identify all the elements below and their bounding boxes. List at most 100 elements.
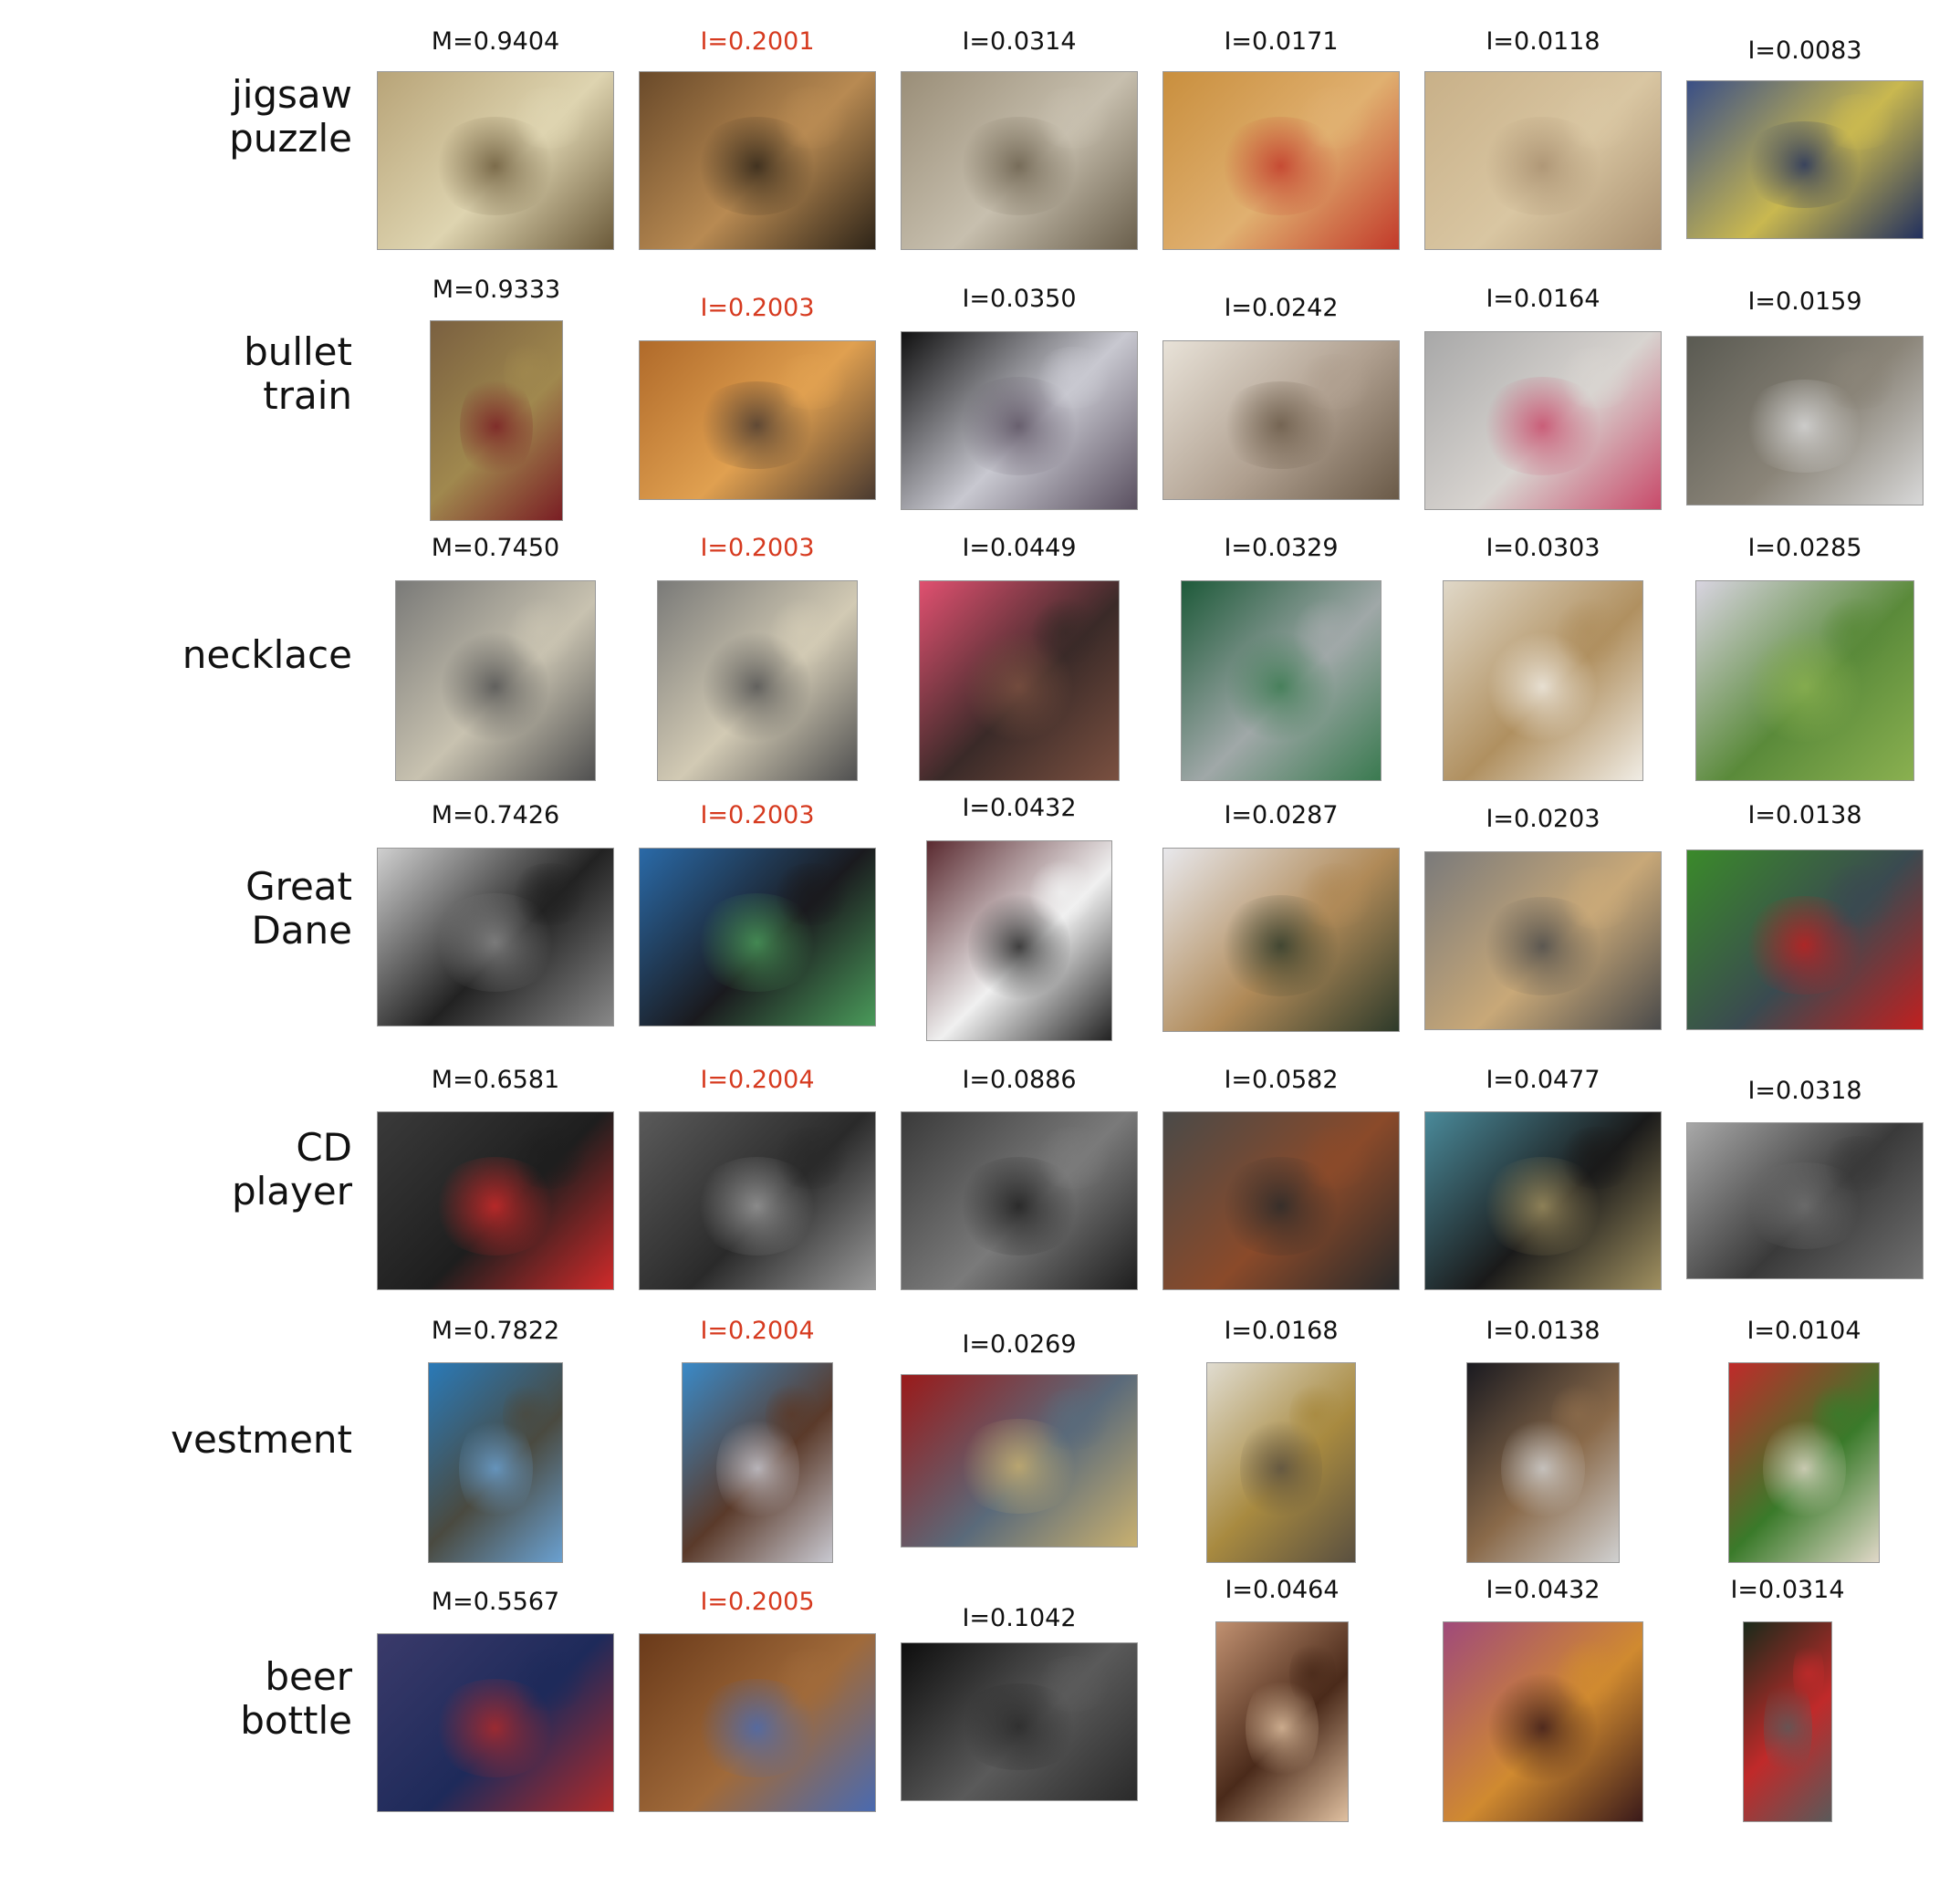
score-label: I=0.2003 — [700, 294, 815, 322]
image-thumbnail-bottle-cake — [639, 1633, 876, 1812]
photo-highlight — [768, 597, 839, 668]
score-label: M=0.7450 — [431, 534, 560, 562]
photo-highlight — [1551, 1379, 1606, 1450]
photo-highlight — [504, 337, 551, 408]
photo-highlight — [1294, 86, 1377, 150]
photo-highlight — [1289, 1638, 1337, 1709]
image-thumbnail-silver-necklace — [1181, 580, 1381, 781]
image-thumbnail-pendant — [395, 580, 596, 781]
photo-highlight — [1032, 1389, 1115, 1450]
photo-highlight — [1294, 1126, 1377, 1190]
image-thumbnail-procession — [1466, 1362, 1620, 1563]
score-label: I=0.0285 — [1747, 534, 1862, 562]
image-thumbnail-dog-in-snow — [1162, 848, 1400, 1032]
score-label: I=0.0164 — [1486, 285, 1600, 313]
photo-highlight — [1818, 864, 1901, 929]
photo-highlight — [508, 1648, 591, 1712]
photo-highlight — [1817, 597, 1893, 668]
score-label: I=0.0203 — [1486, 805, 1600, 833]
image-thumbnail-station-platform — [639, 340, 876, 500]
image-thumbnail-dog-portrait — [377, 848, 614, 1026]
score-label: I=0.0314 — [962, 27, 1077, 56]
photo-highlight — [770, 1648, 853, 1712]
score-label: I=0.2004 — [700, 1066, 815, 1094]
image-thumbnail-root-beer — [1443, 1621, 1643, 1822]
row-label: necklace — [182, 632, 352, 677]
image-thumbnail-statue-flowers — [1728, 1362, 1880, 1563]
photo-highlight — [1554, 1638, 1624, 1709]
row-label: bullet train — [244, 329, 352, 418]
photo-highlight — [1556, 866, 1639, 930]
score-label: I=0.0314 — [1730, 1576, 1845, 1604]
score-label: I=0.0138 — [1486, 1317, 1600, 1345]
photo-highlight — [1292, 597, 1362, 668]
score-label: I=0.0104 — [1746, 1317, 1861, 1345]
image-thumbnail-bottle-cake — [377, 1633, 614, 1812]
photo-highlight — [1554, 597, 1624, 668]
photo-highlight — [1556, 1126, 1639, 1190]
score-label: I=0.0582 — [1224, 1066, 1339, 1094]
score-label: I=0.2003 — [700, 801, 815, 829]
score-label: I=0.0303 — [1486, 534, 1600, 562]
photo-highlight — [770, 354, 853, 411]
score-label: M=0.9404 — [431, 27, 560, 56]
image-thumbnail-blue-cloak — [428, 1362, 563, 1563]
row-label: jigsaw puzzle — [229, 72, 352, 161]
photo-highlight — [1818, 93, 1901, 150]
score-label: I=0.0477 — [1486, 1066, 1600, 1094]
score-label: I=0.0464 — [1225, 1576, 1340, 1604]
score-label: I=0.0886 — [962, 1066, 1077, 1094]
image-thumbnail-train-aerial — [1686, 336, 1924, 505]
photo-highlight — [1556, 346, 1639, 410]
photo-highlight — [508, 862, 591, 926]
score-label: M=0.7426 — [431, 801, 560, 829]
image-thumbnail-puzzle-texture — [1424, 71, 1662, 250]
image-thumbnail-car-stereo — [639, 1111, 876, 1290]
photo-highlight — [1032, 1126, 1115, 1190]
score-label: I=0.0159 — [1747, 287, 1862, 316]
image-thumbnail-dog-portrait — [639, 848, 876, 1026]
image-thumbnail-gold-embroidery — [1206, 1362, 1356, 1563]
score-label: M=0.7822 — [431, 1317, 560, 1345]
photo-highlight — [508, 1126, 591, 1190]
image-thumbnail-embroidered-cloth — [901, 1374, 1138, 1547]
row-label: CD player — [231, 1125, 352, 1214]
image-thumbnail-dark-bottles — [901, 1642, 1138, 1801]
score-label: I=0.0138 — [1747, 801, 1862, 829]
photo-highlight — [1032, 1655, 1115, 1712]
score-label: I=0.1042 — [962, 1604, 1077, 1632]
photo-highlight — [1032, 346, 1115, 410]
photo-highlight — [1818, 349, 1901, 410]
image-thumbnail-dog-on-grass — [1686, 849, 1924, 1030]
score-label: I=0.2005 — [700, 1588, 815, 1616]
photo-highlight — [1030, 597, 1100, 668]
image-thumbnail-blurred-bottle — [1215, 1621, 1349, 1822]
score-label: I=0.0350 — [962, 285, 1077, 313]
photo-highlight — [1032, 86, 1115, 150]
row-label: beer bottle — [240, 1654, 352, 1743]
image-thumbnail-spotted-dog — [926, 840, 1112, 1041]
image-thumbnail-chain-necklace — [919, 580, 1120, 781]
photo-highlight — [1294, 354, 1377, 411]
photo-highlight — [770, 86, 853, 150]
image-thumbnail-car-stereo — [1162, 1111, 1400, 1290]
image-thumbnail-priest-vestment — [682, 1362, 833, 1563]
image-thumbnail-puzzle-on-table — [377, 71, 614, 250]
image-thumbnail-black-box — [1424, 1111, 1662, 1290]
image-thumbnail-train-station — [430, 320, 563, 521]
image-thumbnail-people-doing-puzzle — [639, 71, 876, 250]
photo-highlight — [1818, 1135, 1901, 1191]
photo-highlight — [1812, 1379, 1866, 1450]
image-thumbnail-cd-player-closeup — [1686, 1122, 1924, 1279]
image-thumbnail-car-stereo — [377, 1111, 614, 1290]
score-label: I=0.0449 — [962, 534, 1077, 562]
image-thumbnail-round-puzzle — [901, 71, 1138, 250]
photo-highlight — [506, 597, 577, 668]
image-thumbnail-train-interior — [1424, 331, 1662, 510]
row-label: Great Dane — [245, 864, 352, 953]
photo-highlight — [1556, 86, 1639, 150]
photo-highlight — [503, 1379, 551, 1450]
photo-highlight — [766, 1379, 819, 1450]
image-thumbnail-train-motion — [1162, 340, 1400, 500]
